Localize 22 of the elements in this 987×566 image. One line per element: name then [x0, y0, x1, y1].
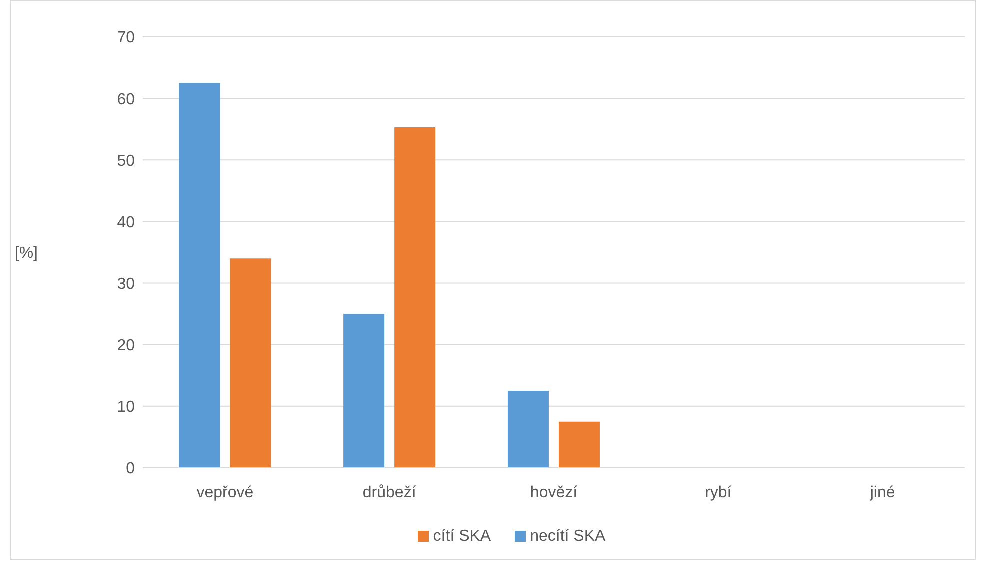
y-tick-label: 0 [126, 460, 136, 478]
y-tick-label: 10 [117, 399, 136, 416]
y-tick-label: 50 [117, 152, 136, 170]
y-tick-label: 70 [117, 30, 136, 47]
bar [230, 258, 272, 468]
bar [558, 422, 600, 468]
x-tick-label: hovězí [530, 484, 578, 502]
y-tick-label: 40 [117, 214, 136, 232]
x-tick-label: jiné [869, 484, 896, 502]
x-tick-label: vepřové [196, 484, 254, 502]
y-axis-title: [%] [14, 245, 38, 262]
bar [179, 83, 220, 468]
y-tick-label: 30 [117, 276, 136, 293]
y-tick-label: 60 [117, 91, 136, 108]
bar [394, 128, 436, 468]
legend-label: cítí SKA [433, 528, 492, 545]
x-tick-label: rybí [705, 484, 732, 502]
bar [344, 314, 385, 468]
y-tick-label: 20 [117, 338, 136, 355]
bar [508, 391, 549, 468]
x-tick-label: drůbeží [362, 484, 417, 502]
legend-label: necítí SKA [530, 528, 606, 545]
